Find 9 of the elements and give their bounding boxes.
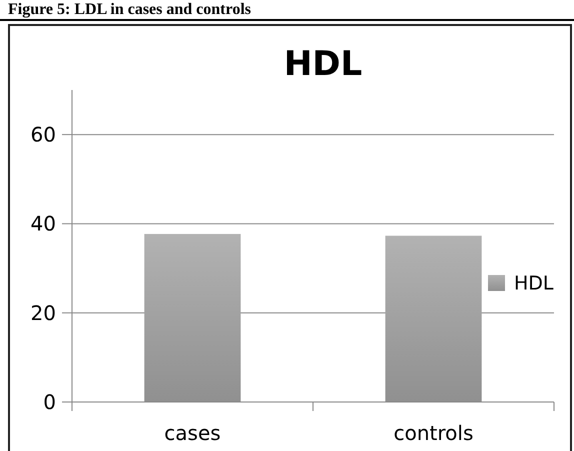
y-tick-label: 60 bbox=[30, 122, 56, 147]
y-tick-label: 20 bbox=[30, 300, 56, 325]
legend-label: HDL bbox=[514, 272, 554, 295]
x-tick-label: controls bbox=[394, 421, 474, 445]
chart-title: HDL bbox=[284, 44, 362, 84]
y-tick-label: 40 bbox=[30, 212, 56, 236]
y-tick-label: 0 bbox=[43, 390, 56, 414]
caption: Figure 5: LDL in cases and controls bbox=[8, 1, 251, 18]
x-tick-label: cases bbox=[164, 421, 221, 445]
